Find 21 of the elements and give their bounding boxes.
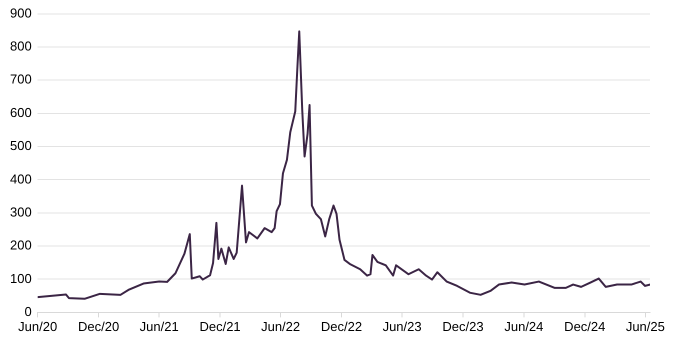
y-tick-label: 800 xyxy=(10,38,32,54)
x-tick-label: Jun/24 xyxy=(504,318,544,334)
y-tick-label: 900 xyxy=(10,5,32,20)
y-tick-label: 300 xyxy=(10,204,32,220)
x-tick-label: Dec/20 xyxy=(78,318,120,334)
y-tick-label: 500 xyxy=(10,138,32,154)
x-tick-label: Jun/22 xyxy=(261,318,300,334)
y-tick-label: 200 xyxy=(10,238,32,253)
x-tick-label: Jun/20 xyxy=(18,318,58,334)
y-tick-label: 0 xyxy=(24,304,32,319)
x-tick-label: Dec/23 xyxy=(442,318,484,334)
x-tick-label: Jun/25 xyxy=(626,318,665,334)
x-tick-label: Dec/21 xyxy=(199,318,241,334)
y-tick-label: 600 xyxy=(10,104,32,120)
y-tick-label: 100 xyxy=(10,270,32,286)
x-tick-label: Jun/23 xyxy=(382,318,422,334)
x-tick-label: Dec/24 xyxy=(564,318,606,334)
x-tick-label: Jun/21 xyxy=(140,318,179,334)
x-tick-label: Dec/22 xyxy=(320,318,362,334)
y-tick-label: 700 xyxy=(10,72,32,87)
y-tick-label: 400 xyxy=(10,171,32,186)
